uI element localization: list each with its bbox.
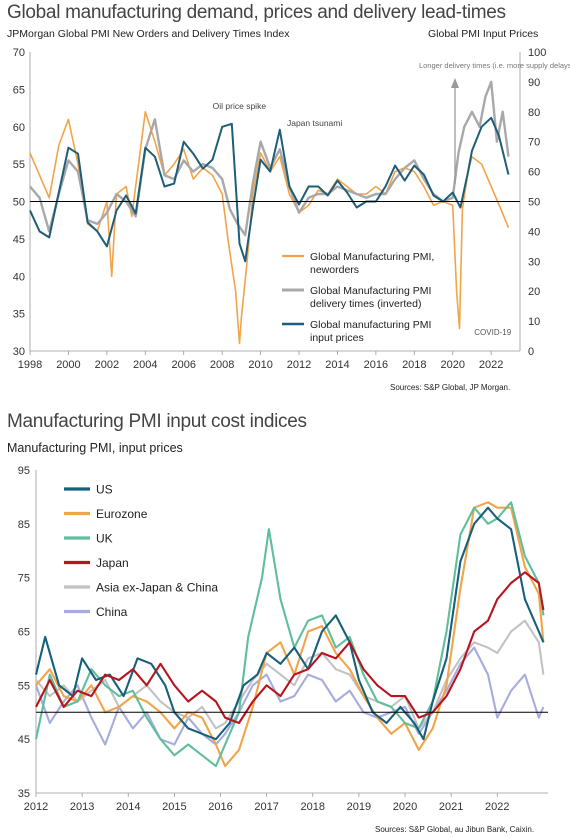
chart1-y2-tick-label: 100 xyxy=(528,47,546,59)
chart1-x-tick-label: 2010 xyxy=(248,359,272,371)
chart1-y-tick-label: 55 xyxy=(13,159,25,171)
chart2-series-china xyxy=(35,646,545,746)
chart1-y2-tick-label: 50 xyxy=(528,197,540,209)
chart1-x-tick-label: 2020 xyxy=(441,359,465,371)
chart1-y2-tick-label: 80 xyxy=(528,107,540,119)
chart1-y2-tick-label: 0 xyxy=(528,346,534,358)
chart2-x-tick-label: 2013 xyxy=(70,801,94,813)
chart1-x-tick-label: 2002 xyxy=(95,359,119,371)
chart2-y-tick-label: 95 xyxy=(18,465,30,477)
chart2-legend-label-china: China xyxy=(96,605,128,619)
chart2-y-tick-label: 55 xyxy=(18,680,30,692)
chart1-y2-tick-label: 20 xyxy=(528,286,540,298)
chart1-y-tick-label: 50 xyxy=(13,197,25,209)
chart2-x-tick-label: 2017 xyxy=(254,801,278,813)
chart1-plot: 7065605550454035301009080706050403020100… xyxy=(13,47,570,371)
chart1-x-tick-label: 2014 xyxy=(325,359,349,371)
chart1-y2-tick-label: 70 xyxy=(528,137,540,149)
chart1-annotation-oil-price-spike: Oil price spike xyxy=(213,101,267,111)
chart2-y-tick-label: 75 xyxy=(18,573,30,585)
chart1-y-tick-label: 60 xyxy=(13,122,25,134)
chart2-title: Manufacturing PMI input cost indices xyxy=(7,411,307,432)
chart2-x-tick-label: 2019 xyxy=(347,801,371,813)
chart1-annotation-covid: COVID-19 xyxy=(474,328,511,337)
chart2-legend-label-asia-ex-japan-china: Asia ex-Japan & China xyxy=(96,581,218,595)
chart2-ylabel: Manufacturing PMI, input prices xyxy=(7,441,183,455)
chart2-source: Sources: S&P Global, au Jibun Bank, Caix… xyxy=(375,825,535,834)
chart2-x-tick-label: 2020 xyxy=(393,801,417,813)
chart1-legend-label-global-manufacturing-pmi-new-orders: Global Manufacturing PMI, neworders xyxy=(310,251,434,276)
chart1-y-tick-label: 45 xyxy=(13,234,25,246)
chart1-y2-tick-label: 30 xyxy=(528,256,540,268)
chart1-left-axis-label: JPMorgan Global PMI New Orders and Deliv… xyxy=(7,28,290,40)
chart2-x-tick-label: 2015 xyxy=(162,801,186,813)
chart2-y-tick-label: 85 xyxy=(18,519,30,531)
chart2-legend-label-uk: UK xyxy=(96,532,113,546)
chart1-x-tick-label: 2018 xyxy=(402,359,426,371)
chart1-y-tick-label: 70 xyxy=(13,47,25,59)
chart1-x-tick-label: 2022 xyxy=(479,359,503,371)
chart1-source: Sources: S&P Global, JP Morgan. xyxy=(390,383,511,392)
chart1-x-tick-label: 2016 xyxy=(364,359,388,371)
chart1-y-tick-label: 40 xyxy=(13,271,25,283)
chart1-y-tick-label: 35 xyxy=(13,309,25,321)
chart2-series-uk xyxy=(34,501,545,768)
chart1-y-tick-label: 65 xyxy=(13,84,25,96)
chart2-x-tick-label: 2016 xyxy=(208,801,232,813)
chart1-supply-delay-arrow-head xyxy=(451,78,459,88)
chart1-y-tick-label: 30 xyxy=(13,346,25,358)
chart2-x-tick-label: 2012 xyxy=(24,801,48,813)
chart2-series-us xyxy=(34,506,545,741)
chart2-legend-label-eurozone: Eurozone xyxy=(96,507,148,521)
chart1-annotation-supply-delays: Longer delivery times (i.e. more supply … xyxy=(419,61,570,70)
chart1-legend-label-global-manufacturing-pmi-input-prices: Global manufacturing PMI input prices xyxy=(310,319,431,344)
chart2-y-tick-label: 35 xyxy=(18,788,30,800)
chart2-x-tick-label: 2022 xyxy=(485,801,509,813)
chart1-x-tick-label: 2008 xyxy=(210,359,234,371)
chart1-x-tick-label: 2012 xyxy=(287,359,311,371)
chart1-y2-tick-label: 10 xyxy=(528,316,540,328)
chart1-y2-tick-label: 40 xyxy=(528,226,540,238)
chart2-x-tick-label: 2021 xyxy=(439,801,463,813)
chart1-right-axis-label: Global PMI Input Prices xyxy=(428,28,539,40)
chart1-series-global-manufacturing-pmi-delivery-times-inverted xyxy=(29,80,510,237)
chart1-x-tick-label: 1998 xyxy=(18,359,42,371)
chart1-x-tick-label: 2004 xyxy=(133,359,157,371)
chart2-legend-label-japan: Japan xyxy=(96,556,129,570)
chart2-x-tick-label: 2014 xyxy=(116,801,140,813)
chart1-series-global-manufacturing-pmi-input-prices xyxy=(29,116,510,263)
chart1-series-global-manufacturing-pmi-new-orders xyxy=(29,111,510,345)
chart2-legend-label-us: US xyxy=(96,483,113,497)
chart2-x-tick-label: 2018 xyxy=(301,801,325,813)
chart1-y2-tick-label: 60 xyxy=(528,167,540,179)
chart1-title: Global manufacturing demand, prices and … xyxy=(7,2,506,23)
chart1-x-tick-label: 2000 xyxy=(56,359,80,371)
chart1-annotation-japan-tsunami: Japan tsunami xyxy=(287,118,342,128)
chart2-y-tick-label: 45 xyxy=(18,734,30,746)
chart2-y-tick-label: 65 xyxy=(18,627,30,639)
chart1-legend-label-global-manufacturing-pmi-delivery-times-inverted: Global Manufacturing PMI delivery times (… xyxy=(310,285,431,310)
chart1-x-tick-label: 2006 xyxy=(171,359,195,371)
chart1-y2-tick-label: 90 xyxy=(528,77,540,89)
chart2-series-japan xyxy=(35,571,545,725)
